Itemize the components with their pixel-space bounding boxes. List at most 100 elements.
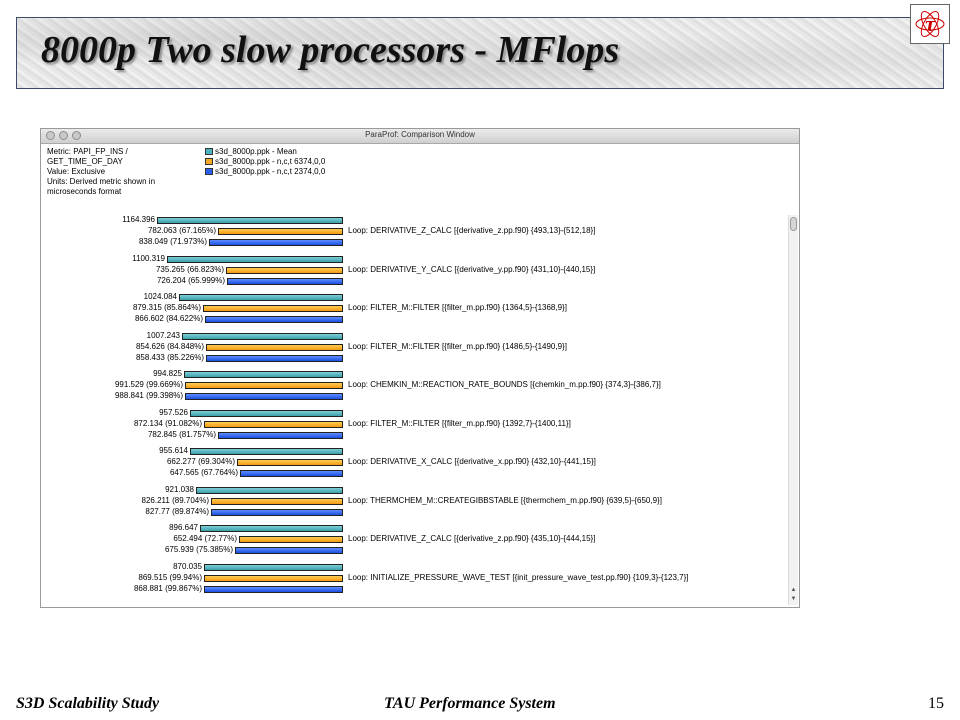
bar-value-label: 879.315 (85.864%) — [132, 303, 201, 312]
loop-label[interactable]: Loop: DERIVATIVE_Z_CALC [{derivative_z.p… — [348, 226, 596, 235]
loop-label[interactable]: Loop: FILTER_M::FILTER [{filter_m.pp.f90… — [348, 341, 567, 351]
vertical-scrollbar[interactable]: ▲ ▼ — [788, 215, 798, 605]
bar-value-label: 868.881 (99.867%) — [133, 583, 202, 593]
metric-info-line: Metric: PAPI_FP_INS / — [47, 147, 128, 156]
bar-orange[interactable] — [203, 305, 343, 312]
bar-mean[interactable] — [196, 486, 343, 494]
footer-left: S3D Scalability Study — [16, 695, 160, 712]
loop-label[interactable]: Loop: FILTER_M::FILTER [{filter_m.pp.f90… — [348, 303, 567, 312]
loop-label[interactable]: Loop: DERIVATIVE_Z_CALC [{derivative_z.p… — [348, 534, 596, 543]
bar-value-label: 955.614 — [159, 446, 188, 455]
bar-value-label: 782.063 (67.165%) — [147, 226, 216, 235]
bar-mean[interactable] — [184, 371, 343, 378]
bar-value-label: 1164.396 — [122, 215, 155, 224]
bar-group: 1024.084 879.315 (85.864%) 866.602 (84.622… — [41, 292, 781, 330]
bar-blue[interactable] — [185, 393, 343, 400]
bar-value-label: 988.841 (99.398%) — [114, 391, 183, 400]
bar-group: 921.038 826.211 (89.704%) 827.77 (89.874%)… — [41, 485, 781, 523]
bar-value-label: 957.526 — [159, 407, 188, 417]
bar-blue[interactable] — [211, 508, 343, 516]
legend-label: s3d_8000p.ppk - n,c,t 6374,0,0 — [215, 157, 326, 166]
bar-group: 1100.319 735.265 (66.823%) 726.204 (65.999… — [41, 254, 781, 292]
legend-item: s3d_8000p.ppk - n,c,t 6374,0,0 — [205, 157, 325, 167]
legend-swatch-6374 — [205, 158, 213, 165]
loop-label[interactable]: Loop: DERIVATIVE_Y_CALC [{derivative_y.p… — [348, 264, 596, 274]
minimize-window-button[interactable] — [59, 131, 68, 140]
bar-blue[interactable] — [206, 354, 343, 362]
bar-blue[interactable] — [235, 547, 343, 554]
bar-blue[interactable] — [204, 585, 343, 593]
bar-orange[interactable] — [218, 228, 343, 235]
bar-orange[interactable] — [237, 459, 343, 466]
loop-label[interactable]: Loop: THERMCHEM_M::CREATEGIBBSTABLE [{th… — [348, 495, 662, 505]
close-window-button[interactable] — [46, 131, 55, 140]
bar-value-label: 991.529 (99.669%) — [114, 380, 183, 389]
loop-label[interactable]: Loop: FILTER_M::FILTER [{filter_m.pp.f90… — [348, 418, 571, 428]
bar-blue[interactable] — [218, 431, 343, 439]
bar-value-label: 1007.243 — [146, 330, 180, 340]
bar-blue[interactable] — [227, 277, 343, 285]
loop-label[interactable]: Loop: INITIALIZE_PRESSURE_WAVE_TEST [{in… — [348, 572, 689, 582]
bar-mean[interactable] — [157, 217, 343, 224]
bar-group: 957.526 872.134 (91.082%) 782.845 (81.757%… — [41, 408, 781, 446]
tau-logo-icon: τ — [910, 4, 950, 44]
scroll-up-arrow-icon[interactable]: ▲ — [790, 587, 797, 593]
slide-title: 8000p Two slow processors - MFlops — [41, 29, 620, 71]
bar-value-label: 866.602 (84.622%) — [134, 314, 203, 323]
bar-group: 994.825 991.529 (99.669%) 988.841 (99.398%… — [41, 369, 781, 407]
bar-blue[interactable] — [205, 316, 343, 323]
bar-mean[interactable] — [182, 332, 343, 340]
bar-value-label: 826.211 (89.704%) — [141, 495, 209, 505]
bar-value-label: 896.647 — [169, 523, 198, 532]
bar-value-label: 1100.319 — [132, 253, 165, 263]
slide-title-banner: 8000p Two slow processors - MFlops — [16, 17, 944, 89]
page-number: 15 — [928, 695, 944, 712]
bar-orange[interactable] — [185, 382, 343, 389]
window-titlebar[interactable]: ParaProf: Comparison Window — [41, 129, 799, 144]
bar-value-label: 921.038 — [165, 484, 194, 494]
legend-item: s3d_8000p.ppk - n,c,t 2374,0,0 — [205, 167, 325, 177]
bar-orange[interactable] — [206, 343, 343, 351]
bar-mean[interactable] — [190, 448, 343, 455]
bar-value-label: 726.204 (65.999%) — [156, 275, 225, 285]
bar-mean[interactable] — [190, 409, 343, 417]
bar-group: 870.035 869.515 (99.94%) 868.881 (99.867%)… — [41, 562, 781, 600]
metric-info-line: microseconds format — [47, 187, 122, 196]
bar-orange[interactable] — [204, 574, 343, 582]
bar-group: 1007.243 854.626 (84.848%) 858.433 (85.226… — [41, 331, 781, 369]
scroll-down-arrow-icon[interactable]: ▼ — [790, 596, 797, 602]
bar-orange[interactable] — [239, 536, 343, 543]
bar-orange[interactable] — [204, 420, 343, 428]
bar-mean[interactable] — [204, 563, 343, 571]
bar-value-label: 872.134 (91.082%) — [133, 418, 202, 428]
loop-label[interactable]: Loop: DERIVATIVE_X_CALC [{derivative_x.p… — [348, 457, 596, 466]
footer-center: TAU Performance System — [384, 695, 556, 712]
bar-value-label: 869.515 (99.94%) — [138, 572, 202, 582]
bar-value-label: 652.494 (72.77%) — [173, 534, 237, 543]
tau-logo-letter: τ — [925, 11, 936, 36]
paraprof-comparison-window: ParaProf: Comparison Window Metric: PAPI… — [40, 128, 800, 608]
bar-blue[interactable] — [209, 239, 343, 246]
bar-mean[interactable] — [179, 294, 343, 301]
bar-blue[interactable] — [240, 470, 343, 477]
bar-value-label: 735.265 (66.823%) — [155, 264, 224, 274]
window-title: ParaProf: Comparison Window — [365, 130, 475, 139]
metric-info-line: Units: Derived metric shown in — [47, 177, 156, 186]
bar-orange[interactable] — [211, 497, 343, 505]
bar-orange[interactable] — [226, 266, 343, 274]
bar-mean[interactable] — [200, 525, 343, 532]
bar-value-label: 994.825 — [153, 369, 182, 378]
bar-mean[interactable] — [167, 255, 343, 263]
legend-item: s3d_8000p.ppk - Mean — [205, 147, 325, 157]
bar-value-label: 662.277 (69.304%) — [166, 457, 235, 466]
legend-swatch-2374 — [205, 168, 213, 175]
bar-value-label: 854.626 (84.848%) — [135, 341, 204, 351]
bar-value-label: 647.565 (67.764%) — [169, 468, 238, 477]
legend-label: s3d_8000p.ppk - n,c,t 2374,0,0 — [215, 167, 326, 176]
zoom-window-button[interactable] — [72, 131, 81, 140]
bar-value-label: 675.939 (75.385%) — [164, 545, 233, 554]
loop-label[interactable]: Loop: CHEMKIN_M::REACTION_RATE_BOUNDS [{… — [348, 380, 661, 389]
bar-value-label: 858.433 (85.226%) — [135, 352, 204, 362]
scrollbar-thumb[interactable] — [790, 217, 797, 231]
bar-value-label: 827.77 (89.874%) — [145, 506, 209, 516]
